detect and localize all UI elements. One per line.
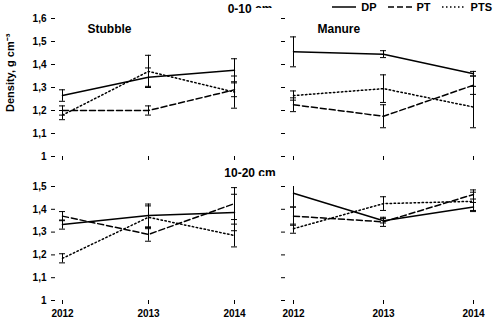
html-text:PT: PT [416,1,431,13]
html-text:10-20 cm: 10-20 cm [224,166,276,180]
svg-text:1: 1 [41,295,47,306]
svg-text:Manure: Manure [318,22,361,36]
svg-text:1,1: 1,1 [33,272,47,283]
svg-text:1,5: 1,5 [33,181,47,192]
svg-text:1,6: 1,6 [33,13,47,24]
svg-text:Stubble: Stubble [88,22,132,36]
svg-text:1,4: 1,4 [33,59,47,70]
svg-text:2013: 2013 [372,308,395,319]
html-text:0-10 cm: 0-10 cm [227,2,273,16]
svg-text:1,3: 1,3 [33,226,47,237]
svg-text:1,5: 1,5 [33,36,47,47]
svg-text:1,3: 1,3 [33,82,47,93]
html-text:PTS: PTS [470,1,492,13]
svg-text:2012: 2012 [282,308,305,319]
svg-text:2013: 2013 [137,308,160,319]
svg-text:2012: 2012 [51,308,74,319]
svg-text:1,4: 1,4 [33,204,47,215]
svg-text:1,1: 1,1 [33,128,47,139]
html-text:Density, g cm⁻³: Density, g cm⁻³ [4,33,16,112]
svg-text:2014: 2014 [462,308,485,319]
html-text:DP: DP [361,1,377,13]
svg-text:1,2: 1,2 [33,105,47,116]
svg-text:2014: 2014 [223,308,246,319]
svg-text:1: 1 [41,151,47,161]
svg-text:1,2: 1,2 [33,249,47,260]
